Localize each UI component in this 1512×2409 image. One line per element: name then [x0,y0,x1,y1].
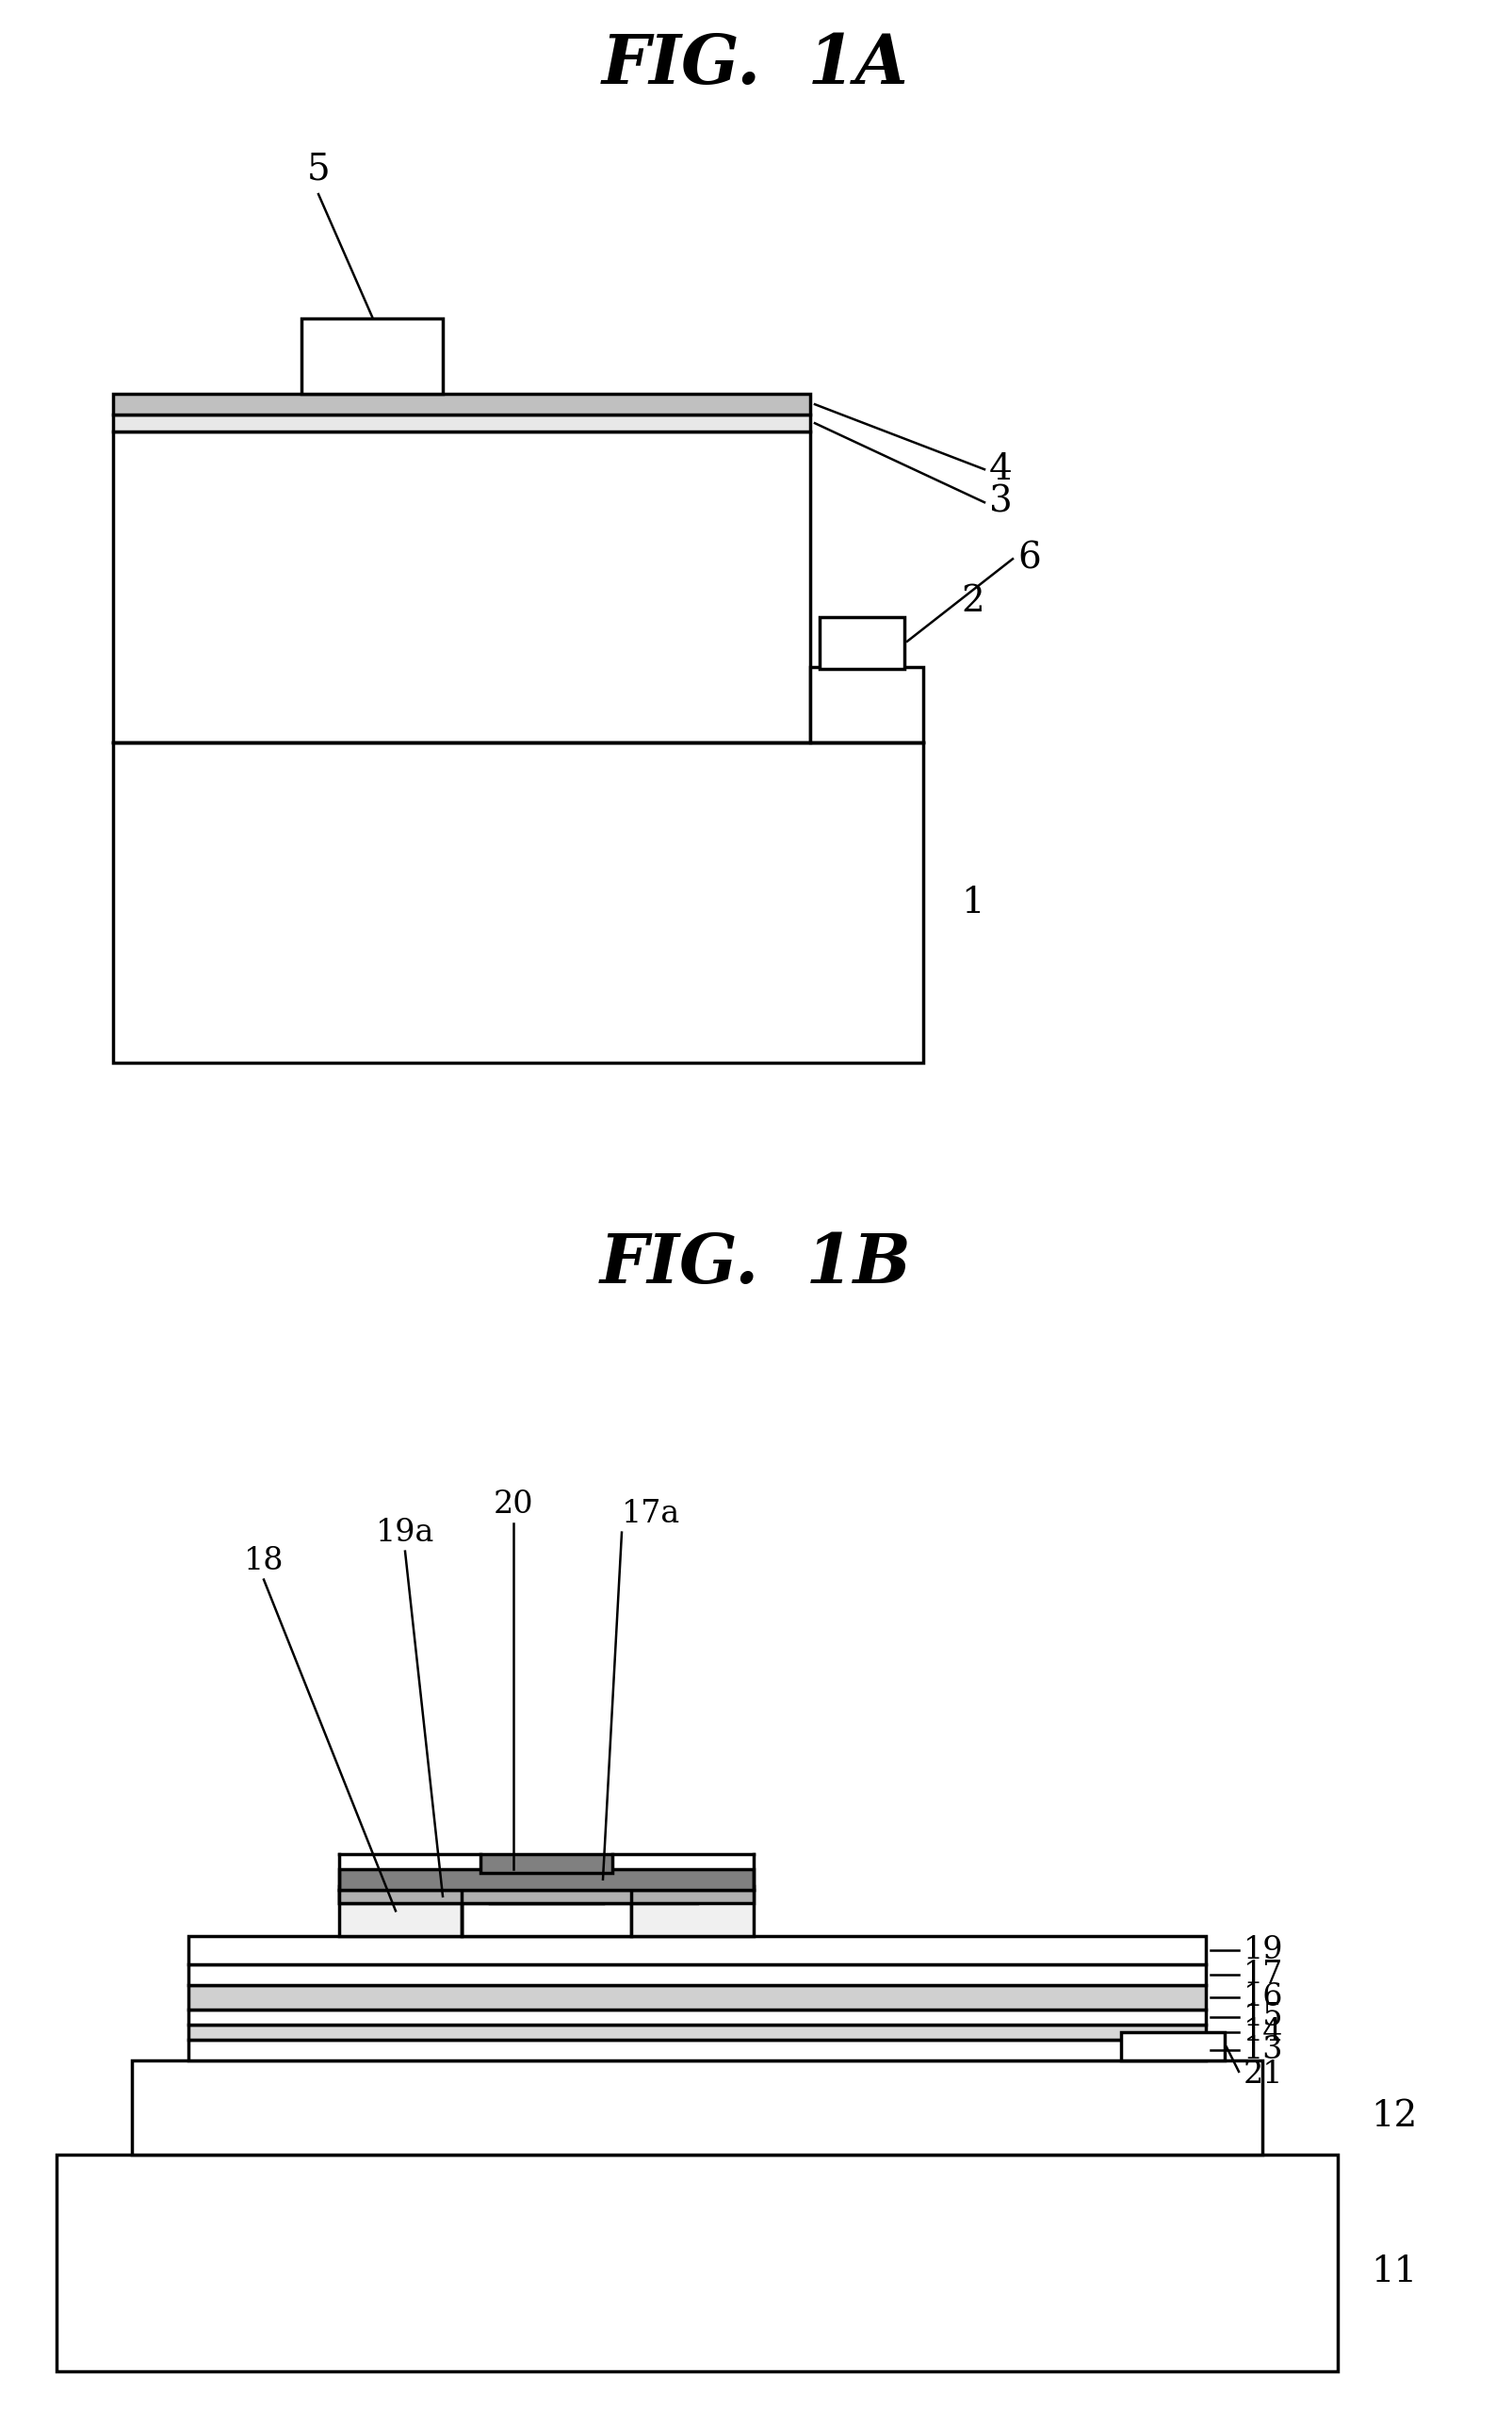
Bar [301,318,443,395]
Bar [810,667,924,742]
Text: 20: 20 [493,1489,534,1520]
Text: 2: 2 [962,583,984,619]
Bar [461,1903,631,1937]
Bar [820,617,904,670]
Bar [189,1937,1207,1963]
Text: 19a: 19a [375,1518,434,1547]
Bar [339,1889,697,1903]
Bar [1120,2033,1225,2060]
Text: 17: 17 [1243,1959,1284,1990]
Text: 18: 18 [243,1547,284,1575]
Bar [631,1889,753,1903]
Text: FIG.  1B: FIG. 1B [600,1231,912,1298]
Bar [339,1869,753,1889]
Text: 12: 12 [1371,2098,1417,2134]
Text: 16: 16 [1243,1983,1284,2012]
Text: 3: 3 [989,484,1013,520]
Text: 14: 14 [1243,2016,1284,2048]
Text: 19: 19 [1243,1934,1284,1966]
Bar [339,1886,461,1937]
Bar [481,1855,612,1872]
Bar [113,742,924,1062]
Text: 11: 11 [1371,2255,1417,2291]
Text: 21: 21 [1243,2060,1284,2089]
Text: FIG.  1A: FIG. 1A [602,31,909,96]
Bar [631,1886,753,1937]
Bar [132,2060,1263,2154]
Bar [189,2040,1207,2060]
Bar [113,431,810,742]
Bar [189,2009,1207,2024]
Text: 13: 13 [1243,2036,1284,2065]
Bar [56,2154,1338,2370]
Bar [490,1872,603,1886]
Bar [113,414,810,431]
Text: 4: 4 [989,453,1013,487]
Bar [189,1985,1207,2009]
Bar [189,1963,1207,1985]
Text: 6: 6 [1018,542,1040,576]
Text: 1: 1 [962,887,984,920]
Text: 5: 5 [307,152,330,185]
Bar [339,1889,461,1903]
Text: 15: 15 [1243,2002,1284,2033]
Bar [113,395,810,414]
Bar [189,2024,1207,2040]
Text: 17a: 17a [621,1498,680,1530]
Bar [490,1886,603,1903]
